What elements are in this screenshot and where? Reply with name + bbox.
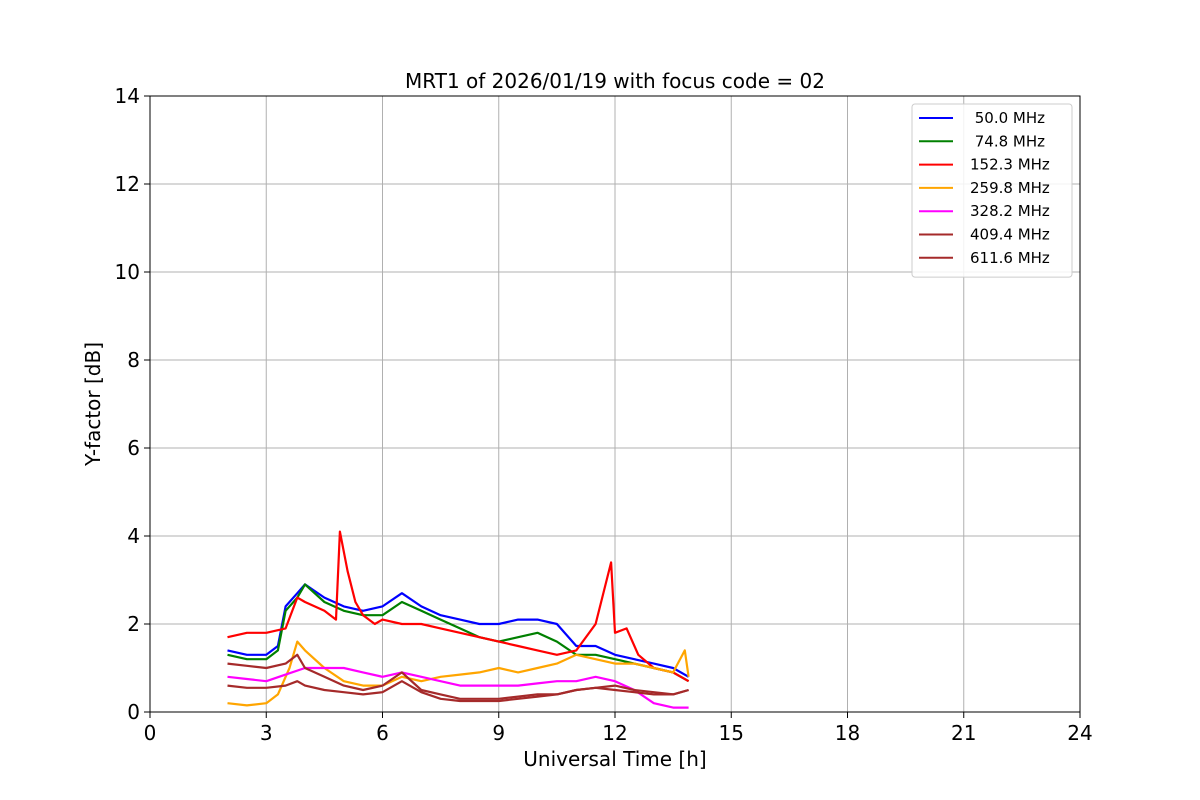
x-tick-label: 21	[951, 721, 976, 745]
series-line-2	[227, 530, 690, 683]
y-tick-label: 6	[127, 436, 140, 460]
y-tick-label: 12	[115, 172, 140, 196]
y-axis-ticks: 0 2 4 6 8 10 12 14	[115, 84, 150, 724]
series-line-1	[227, 583, 690, 683]
chart-title: MRT1 of 2026/01/19 with focus code = 02	[405, 69, 825, 93]
plot-series	[227, 530, 690, 709]
x-tick-label: 0	[144, 721, 157, 745]
legend-entry: 259.8 MHz	[970, 179, 1050, 197]
x-axis-ticks: 0 3 6 9 12 15 18 21 24	[144, 712, 1093, 745]
y-tick-label: 8	[127, 348, 140, 372]
y-tick-label: 2	[127, 612, 140, 636]
x-tick-label: 15	[719, 721, 744, 745]
y-tick-label: 0	[127, 700, 140, 724]
y-tick-label: 10	[115, 260, 140, 284]
legend-entry: 611.6 MHz	[970, 249, 1050, 267]
x-axis-label: Universal Time [h]	[523, 747, 706, 771]
y-tick-label: 4	[127, 524, 140, 548]
legend-entry: 409.4 MHz	[970, 226, 1050, 244]
legend-entry: 152.3 MHz	[970, 156, 1050, 174]
series-line-3	[227, 640, 690, 707]
x-tick-label: 24	[1067, 721, 1092, 745]
series-line-0	[227, 583, 690, 678]
legend-entry: 50.0 MHz	[970, 109, 1045, 127]
legend-entry: 328.2 MHz	[970, 202, 1050, 220]
x-tick-label: 6	[376, 721, 389, 745]
x-tick-label: 9	[492, 721, 505, 745]
legend-entry: 74.8 MHz	[970, 132, 1045, 150]
series-line-6	[227, 680, 689, 703]
x-tick-label: 12	[602, 721, 627, 745]
x-tick-label: 18	[835, 721, 860, 745]
y-tick-label: 14	[115, 84, 140, 108]
x-tick-label: 3	[260, 721, 273, 745]
series-line-5	[227, 653, 689, 700]
legend: 50.0 MHz 74.8 MHz 152.3 MHz 259.8 MHz 328.2…	[911, 103, 1073, 278]
y-axis-label: Y-factor [dB]	[81, 342, 105, 467]
